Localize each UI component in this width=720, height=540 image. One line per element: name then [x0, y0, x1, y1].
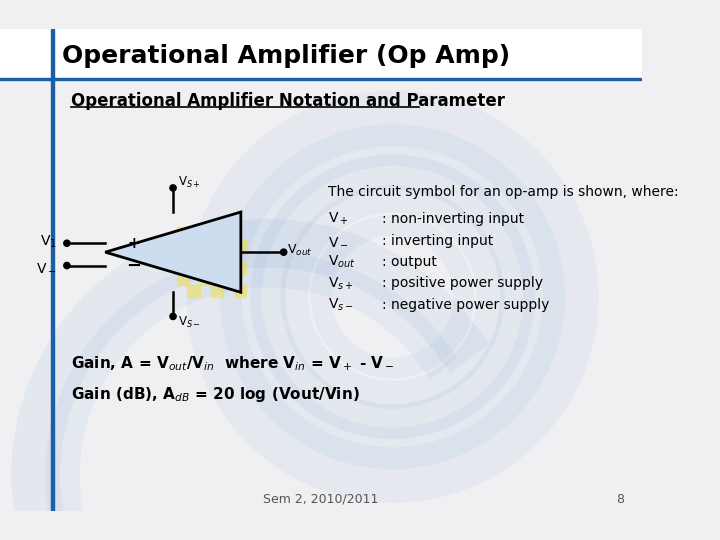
- Text: : positive power supply: : positive power supply: [382, 276, 543, 291]
- Bar: [223, 227, 235, 239]
- Text: 8: 8: [616, 492, 624, 506]
- Text: Sem 2, 2010/2011: Sem 2, 2010/2011: [264, 492, 379, 506]
- Text: V$_-$: V$_-$: [328, 234, 349, 247]
- Text: Gain (dB), A$_{dB}$ = 20 log (Vout/Vin): Gain (dB), A$_{dB}$ = 20 log (Vout/Vin): [71, 386, 360, 404]
- Text: : output: : output: [382, 255, 436, 269]
- Bar: [176, 274, 188, 285]
- Circle shape: [170, 313, 176, 320]
- Text: : non-inverting input: : non-inverting input: [382, 212, 524, 226]
- Bar: [176, 251, 188, 262]
- Bar: [235, 239, 246, 251]
- Bar: [188, 285, 200, 297]
- Bar: [0, 29, 642, 78]
- Bar: [212, 262, 223, 274]
- Text: V$_{s+}$: V$_{s+}$: [328, 275, 354, 292]
- Text: V$_{out}$: V$_{out}$: [287, 243, 312, 258]
- Bar: [212, 285, 223, 297]
- Circle shape: [64, 240, 70, 246]
- Circle shape: [170, 185, 176, 191]
- Bar: [212, 239, 223, 251]
- Text: Operational Amplifier (Op Amp): Operational Amplifier (Op Amp): [63, 44, 510, 68]
- Text: +: +: [127, 236, 140, 251]
- Text: Gain, A = V$_{out}$/V$_{in}$  where V$_{in}$ = V$_+$ - V$_-$: Gain, A = V$_{out}$/V$_{in}$ where V$_{i…: [71, 354, 395, 373]
- Circle shape: [281, 249, 287, 255]
- Bar: [188, 262, 200, 274]
- Text: : inverting input: : inverting input: [382, 234, 493, 247]
- Circle shape: [64, 262, 70, 269]
- Text: V$_+$: V$_+$: [328, 211, 348, 227]
- Text: : negative power supply: : negative power supply: [382, 298, 549, 312]
- Bar: [51, 29, 53, 511]
- Text: V$_{S-}$: V$_{S-}$: [179, 315, 202, 330]
- Text: V$_1$: V$_1$: [40, 233, 57, 249]
- Bar: [200, 274, 212, 285]
- Bar: [0, 78, 642, 80]
- Bar: [223, 274, 235, 285]
- Bar: [176, 227, 188, 239]
- Bar: [200, 227, 212, 239]
- Bar: [223, 251, 235, 262]
- Text: V$_{out}$: V$_{out}$: [328, 254, 356, 270]
- Text: Operational Amplifier Notation and Parameter: Operational Amplifier Notation and Param…: [71, 91, 505, 110]
- Bar: [235, 262, 246, 274]
- Bar: [188, 239, 200, 251]
- Bar: [235, 285, 246, 297]
- Text: V$_-$: V$_-$: [37, 260, 57, 274]
- Text: −: −: [126, 256, 141, 274]
- Bar: [200, 251, 212, 262]
- Polygon shape: [105, 212, 240, 292]
- Text: The circuit symbol for an op-amp is shown, where:: The circuit symbol for an op-amp is show…: [328, 185, 679, 199]
- Text: V$_{s-}$: V$_{s-}$: [328, 296, 354, 313]
- Text: V$_{S+}$: V$_{S+}$: [179, 175, 202, 190]
